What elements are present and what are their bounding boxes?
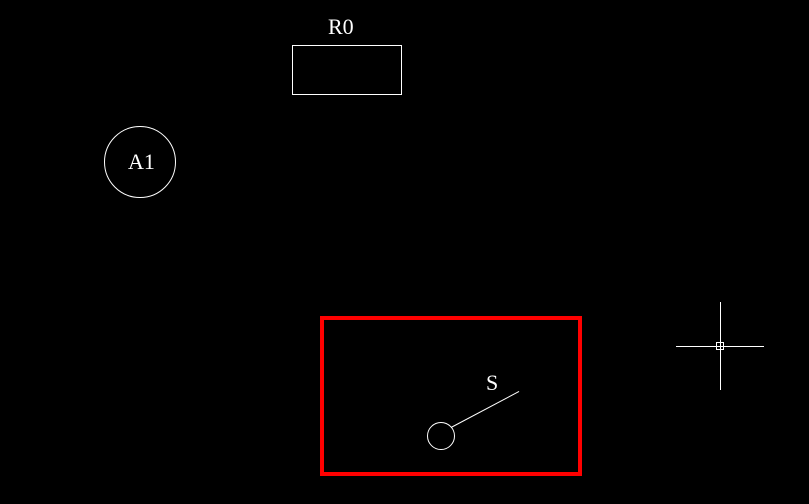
crosshair-cursor[interactable] (676, 302, 764, 390)
drawing-canvas: A1 R0 S (0, 0, 809, 504)
crosshair-pickbox (716, 342, 724, 350)
rect-selected[interactable] (320, 316, 582, 476)
label-a1: A1 (128, 149, 155, 175)
rect-r0 (292, 45, 402, 95)
label-s: S (486, 370, 498, 396)
label-r0: R0 (328, 14, 354, 40)
